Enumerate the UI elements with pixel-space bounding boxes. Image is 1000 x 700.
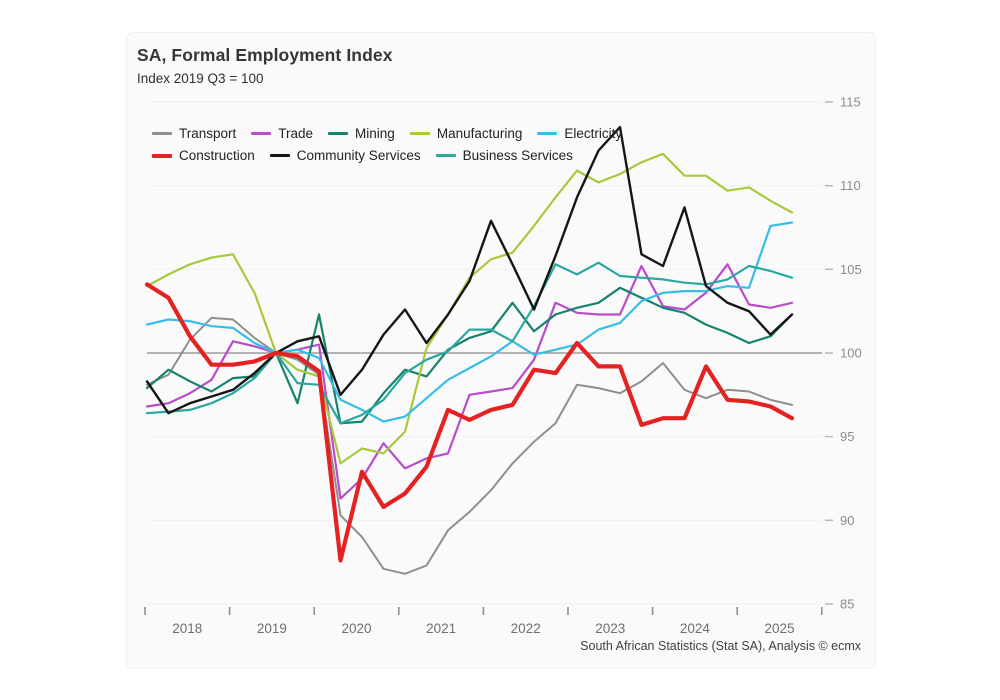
legend-swatch-transport	[152, 132, 172, 135]
legend-label-community-services: Community Services	[296, 148, 421, 163]
legend-label-business-services: Business Services	[462, 148, 573, 163]
legend-label-manufacturing: Manufacturing	[436, 126, 523, 141]
legend-label-trade: Trade	[278, 126, 314, 141]
legend-item-mining: Mining	[328, 126, 395, 141]
chart-subtitle: Index 2019 Q3 = 100	[137, 71, 264, 86]
series-line-manufacturing	[145, 152, 794, 465]
y-axis-label: 85	[840, 597, 854, 612]
x-axis-label: 2025	[764, 621, 794, 636]
y-axis-label: 90	[840, 513, 854, 528]
legend-item-construction: Construction	[152, 148, 255, 163]
legend-swatch-business-services	[435, 154, 456, 157]
legend-label-construction: Construction	[179, 148, 255, 163]
legend-item-electricity: Electricity	[537, 126, 622, 141]
y-axis-label: 110	[840, 178, 861, 193]
legend-item-business-services: Business Services	[435, 148, 573, 163]
y-axis-label: 100	[840, 346, 862, 361]
series-line-electricity	[145, 221, 794, 423]
series-line-transport	[146, 316, 793, 575]
legend-label-mining: Mining	[355, 126, 395, 141]
legend-label-electricity: Electricity	[564, 126, 623, 141]
series-line-business-services	[145, 261, 794, 425]
legend-item-transport: Transport	[152, 126, 236, 141]
chart-card: SA, Formal Employment Index Index 2019 Q…	[127, 33, 875, 668]
x-axis-label: 2020	[341, 621, 371, 636]
x-axis-label: 2018	[172, 621, 202, 636]
legend-swatch-manufacturing	[409, 132, 430, 135]
legend-swatch-community-services	[269, 154, 290, 157]
legend-item-community-services: Community Services	[269, 148, 421, 163]
legend-item-manufacturing: Manufacturing	[409, 126, 523, 141]
legend-swatch-construction	[152, 153, 172, 158]
x-axis-label: 2024	[680, 621, 711, 636]
series-line-community-services	[145, 125, 794, 415]
y-axis-label: 105	[840, 262, 862, 277]
y-axis-label: 95	[840, 429, 854, 444]
legend-row: Construction Community Services Business S…	[152, 148, 637, 163]
y-axis-label: 115	[840, 95, 861, 110]
series-line-trade	[145, 263, 794, 500]
chart-plot: 85 90 95 100 105 110 115 2018 2019 2020 2021 2022 20…	[144, 95, 862, 636]
legend-swatch-mining	[328, 132, 349, 135]
legend-swatch-trade	[251, 132, 272, 135]
series-line-construction	[144, 282, 795, 563]
x-axis-label: 2022	[511, 621, 541, 636]
legend-swatch-electricity	[537, 132, 558, 135]
x-axis-label: 2019	[257, 621, 287, 636]
legend-label-transport: Transport	[179, 126, 237, 141]
source-attribution: South African Statistics (Stat SA), Anal…	[580, 639, 861, 653]
series-line-mining	[145, 286, 794, 425]
legend-item-trade: Trade	[251, 126, 313, 141]
x-axis-label: 2023	[595, 621, 625, 636]
legend-row: Transport Trade Mining Manufacturing Electri…	[152, 126, 637, 141]
x-axis-label: 2021	[426, 621, 456, 636]
legend: Transport Trade Mining Manufacturing Electri…	[152, 126, 637, 170]
chart-title: SA, Formal Employment Index	[137, 45, 393, 65]
